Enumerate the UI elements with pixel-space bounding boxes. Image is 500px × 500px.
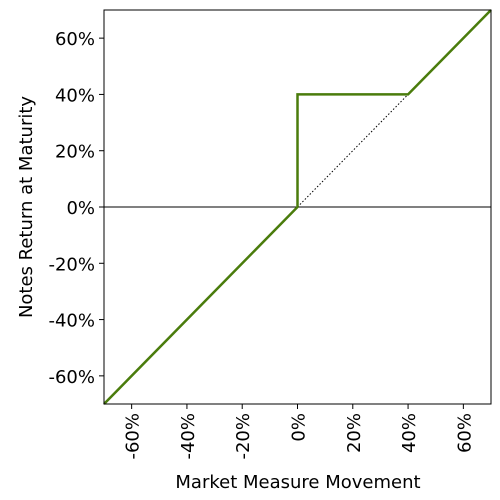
y-tick-label: -40% <box>48 311 95 332</box>
y-tick-label: 60% <box>55 29 95 50</box>
line-series <box>297 94 409 208</box>
y-axis-label: Notes Return at Maturity <box>16 96 37 318</box>
line-series <box>103 9 492 405</box>
x-tick-label: 0% <box>289 413 310 442</box>
x-tick-label: -40% <box>178 413 199 460</box>
y-tick-label: 0% <box>66 198 95 219</box>
x-tick-label: -20% <box>233 413 254 460</box>
y-tick-label: -60% <box>48 367 95 388</box>
y-tick-label: -20% <box>48 254 95 275</box>
x-tick-label: 20% <box>344 413 365 453</box>
x-axis-label: Market Measure Movement <box>175 472 420 493</box>
x-tick-label: 40% <box>399 413 420 453</box>
y-tick-label: 20% <box>55 142 95 163</box>
plot-frame <box>103 9 492 405</box>
y-tick-label: 40% <box>55 85 95 106</box>
x-tick-label: -60% <box>123 413 144 460</box>
x-tick-label: 60% <box>454 413 475 453</box>
